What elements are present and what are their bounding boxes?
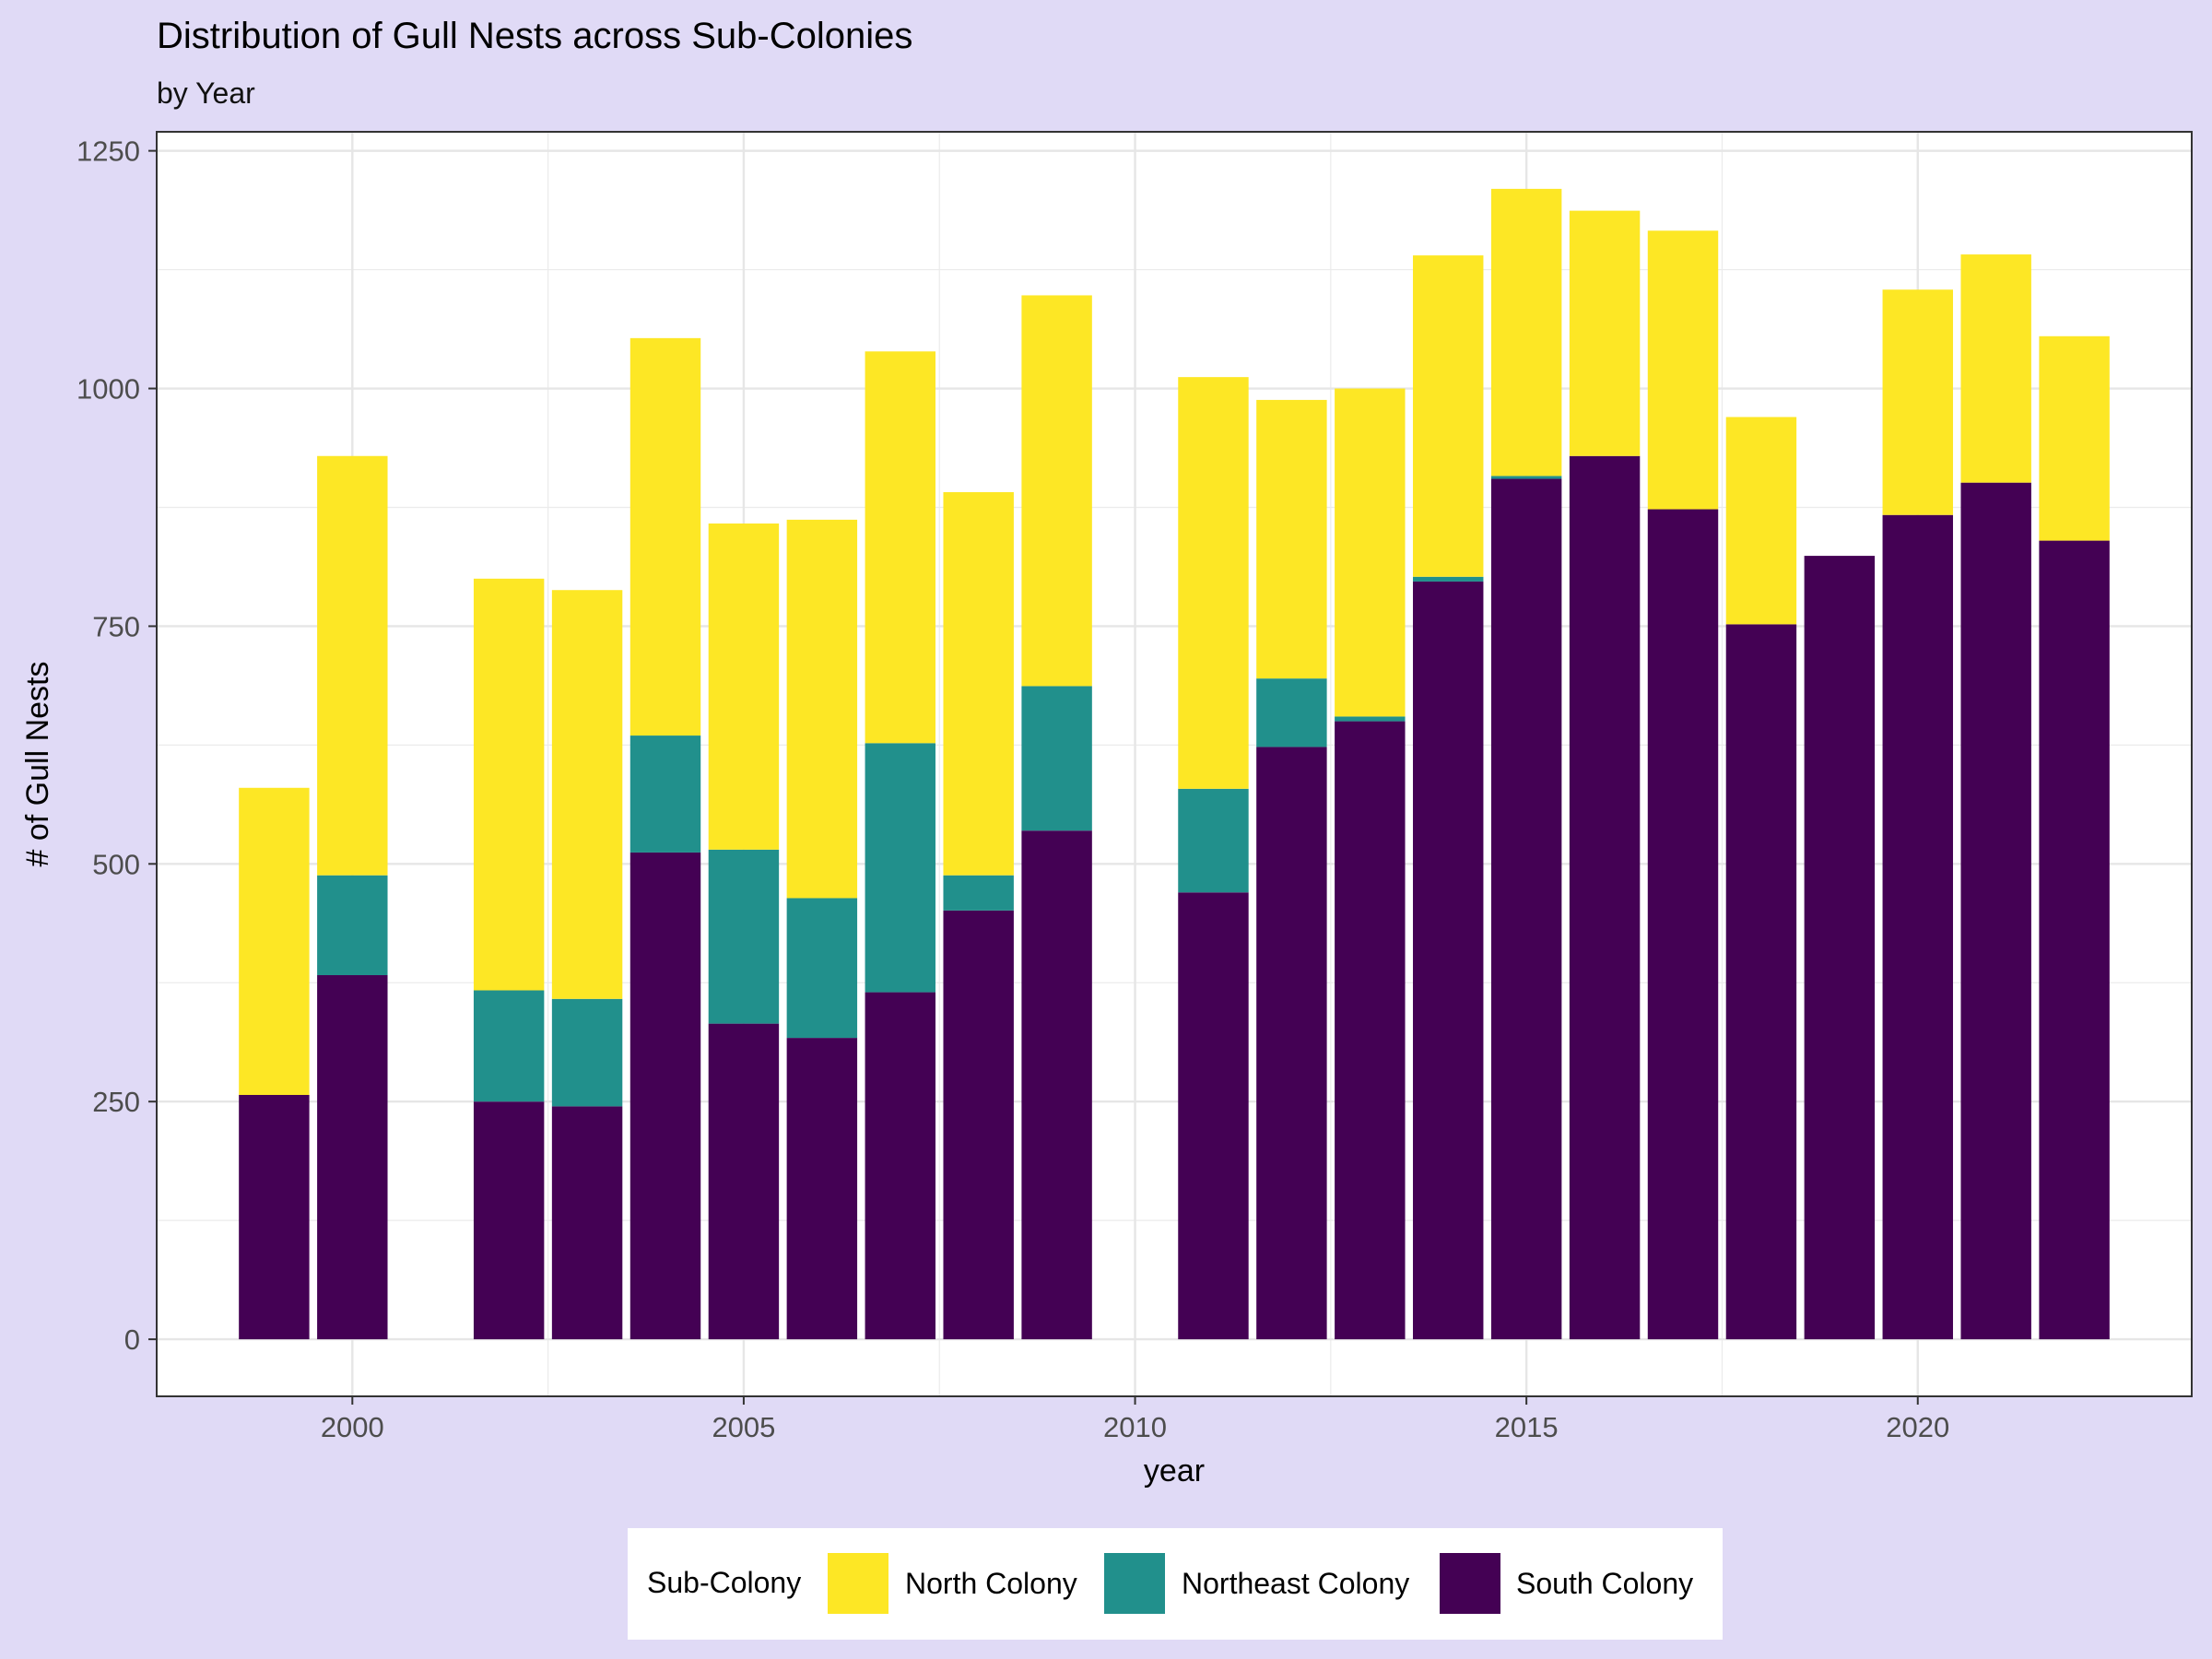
bar-segment: [865, 992, 935, 1340]
bar-segment: [473, 990, 545, 1102]
bar-segment: [1569, 455, 1641, 1340]
legend-key: [1104, 1553, 1165, 1614]
legend-key: [828, 1553, 888, 1614]
bar-segment: [1960, 254, 2031, 483]
bar-segment: [943, 875, 1014, 911]
bar-segment: [1490, 188, 1562, 477]
plot-border: [156, 131, 2193, 1397]
x-tick-label: 2020: [1886, 1411, 1949, 1443]
bar-segment: [708, 524, 780, 850]
legend-label: North Colony: [905, 1567, 1077, 1600]
bar-segment: [1021, 295, 1092, 687]
legend-box: [628, 1528, 1723, 1640]
legend-items: North Colony Northeast Colony South Colony: [828, 1553, 1693, 1614]
x-tick-label: 2000: [321, 1411, 384, 1443]
y-axis-title: # of Gull Nests: [20, 662, 55, 867]
legend-label: Northeast Colony: [1182, 1567, 1409, 1600]
y-tick-label: 1250: [76, 135, 140, 168]
bar-segment: [629, 852, 701, 1340]
bar-segment: [1178, 892, 1249, 1340]
bar-segment: [1178, 377, 1249, 789]
bar-segment: [1413, 576, 1484, 582]
bar-segment: [865, 351, 935, 744]
y-tick-label: 0: [124, 1324, 140, 1356]
y-tick-label: 250: [92, 1086, 140, 1118]
bar-segment: [943, 491, 1014, 876]
bar-segment: [239, 787, 310, 1095]
bar-segment: [1960, 482, 2031, 1340]
x-tick-label: 2005: [712, 1411, 775, 1443]
bar-segment: [1647, 509, 1719, 1340]
bar-segment: [865, 743, 935, 993]
bar-segment: [1647, 230, 1719, 510]
x-axis-title: year: [1144, 1453, 1205, 1488]
y-tick-label: 1000: [76, 373, 140, 406]
legend: Sub-Colony North Colony Northeast Colony S…: [628, 1528, 1723, 1640]
bar-segment: [1569, 210, 1641, 456]
bar-segment: [473, 578, 545, 991]
bar-segment: [786, 1038, 858, 1340]
bar-segment: [786, 898, 858, 1039]
bar-segment: [473, 1101, 545, 1340]
bar-segment: [317, 875, 388, 976]
legend-key: [1440, 1553, 1500, 1614]
x-tick-label: 2010: [1103, 1411, 1167, 1443]
bar-segment: [317, 455, 388, 876]
bar-segment: [1021, 830, 1092, 1340]
chart-title: Distribution of Gull Nests across Sub-Co…: [157, 16, 912, 56]
bars: [239, 188, 2110, 1340]
x-tick-label: 2015: [1495, 1411, 1559, 1443]
bar-segment: [1178, 788, 1249, 893]
y-tick-label: 500: [92, 848, 140, 880]
bar-segment: [1413, 255, 1484, 577]
bar-segment: [551, 590, 623, 999]
bar-segment: [551, 1106, 623, 1340]
bar-segment: [1335, 388, 1406, 717]
bar-segment: [1882, 514, 1953, 1340]
bar-segment: [1725, 624, 1797, 1340]
bar-segment: [2039, 540, 2110, 1340]
bar-segment: [1490, 478, 1562, 1340]
bar-segment: [551, 998, 623, 1107]
bar-segment: [1335, 721, 1406, 1340]
bar-segment: [786, 519, 858, 899]
bar-segment: [1413, 581, 1484, 1340]
bar-segment: [1256, 678, 1327, 747]
bar-segment: [317, 975, 388, 1340]
legend-label: South Colony: [1516, 1567, 1693, 1600]
bar-segment: [1256, 747, 1327, 1340]
bar-segment: [708, 849, 780, 1024]
axes: 0 250 500 750 1000 1250 2000 2005 2010 2015 2020: [76, 135, 1949, 1443]
bar-segment: [1256, 399, 1327, 679]
bar-segment: [1882, 289, 1953, 515]
bar-segment: [1021, 686, 1092, 831]
bar-segment: [708, 1023, 780, 1340]
bar-segment: [1725, 417, 1797, 625]
bar-segment: [2039, 335, 2110, 541]
y-tick-label: 750: [92, 610, 140, 642]
bar-segment: [943, 910, 1014, 1340]
legend-title: Sub-Colony: [647, 1566, 801, 1599]
bar-segment: [629, 735, 701, 853]
bar-segment: [1490, 476, 1562, 479]
chart-subtitle: by Year: [157, 76, 255, 110]
bar-segment: [1335, 716, 1406, 722]
bar-segment: [629, 337, 701, 736]
bar-segment: [1804, 556, 1876, 1340]
bar-segment: [239, 1094, 310, 1340]
